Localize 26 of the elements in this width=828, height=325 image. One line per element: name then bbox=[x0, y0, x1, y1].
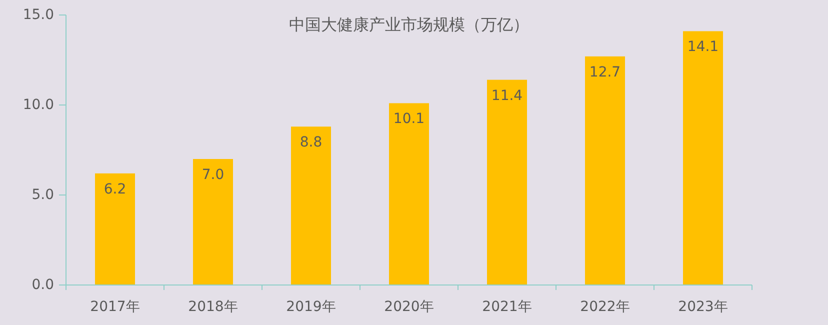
data-label: 6.2 bbox=[104, 181, 126, 198]
bar bbox=[585, 56, 625, 285]
y-tick-label: 10.0 bbox=[22, 97, 54, 113]
data-label: 7.0 bbox=[202, 167, 224, 183]
data-label: 10.1 bbox=[393, 111, 425, 128]
x-tick-label: 2020年 bbox=[384, 299, 434, 315]
bar bbox=[193, 159, 233, 285]
bar bbox=[95, 173, 135, 285]
bar bbox=[389, 103, 429, 285]
y-tick-label: 0.0 bbox=[32, 277, 54, 293]
y-tick-label: 15.0 bbox=[22, 7, 54, 23]
bar bbox=[683, 31, 723, 285]
data-label: 14.1 bbox=[687, 39, 719, 56]
bar bbox=[291, 126, 331, 285]
x-tick-label: 2021年 bbox=[482, 299, 532, 315]
x-tick-label: 2023年 bbox=[678, 299, 728, 315]
data-label: 11.4 bbox=[491, 88, 523, 104]
y-tick-label: 5.0 bbox=[32, 187, 54, 203]
chart-title: 中国大健康产业市场规模（万亿） bbox=[289, 15, 529, 34]
data-label: 8.8 bbox=[300, 134, 322, 151]
x-tick-label: 2018年 bbox=[188, 299, 238, 315]
x-tick-label: 2022年 bbox=[580, 299, 630, 315]
data-label: 12.7 bbox=[589, 64, 621, 80]
bar bbox=[487, 80, 527, 285]
x-tick-label: 2017年 bbox=[90, 299, 140, 315]
x-tick-label: 2019年 bbox=[286, 299, 336, 315]
